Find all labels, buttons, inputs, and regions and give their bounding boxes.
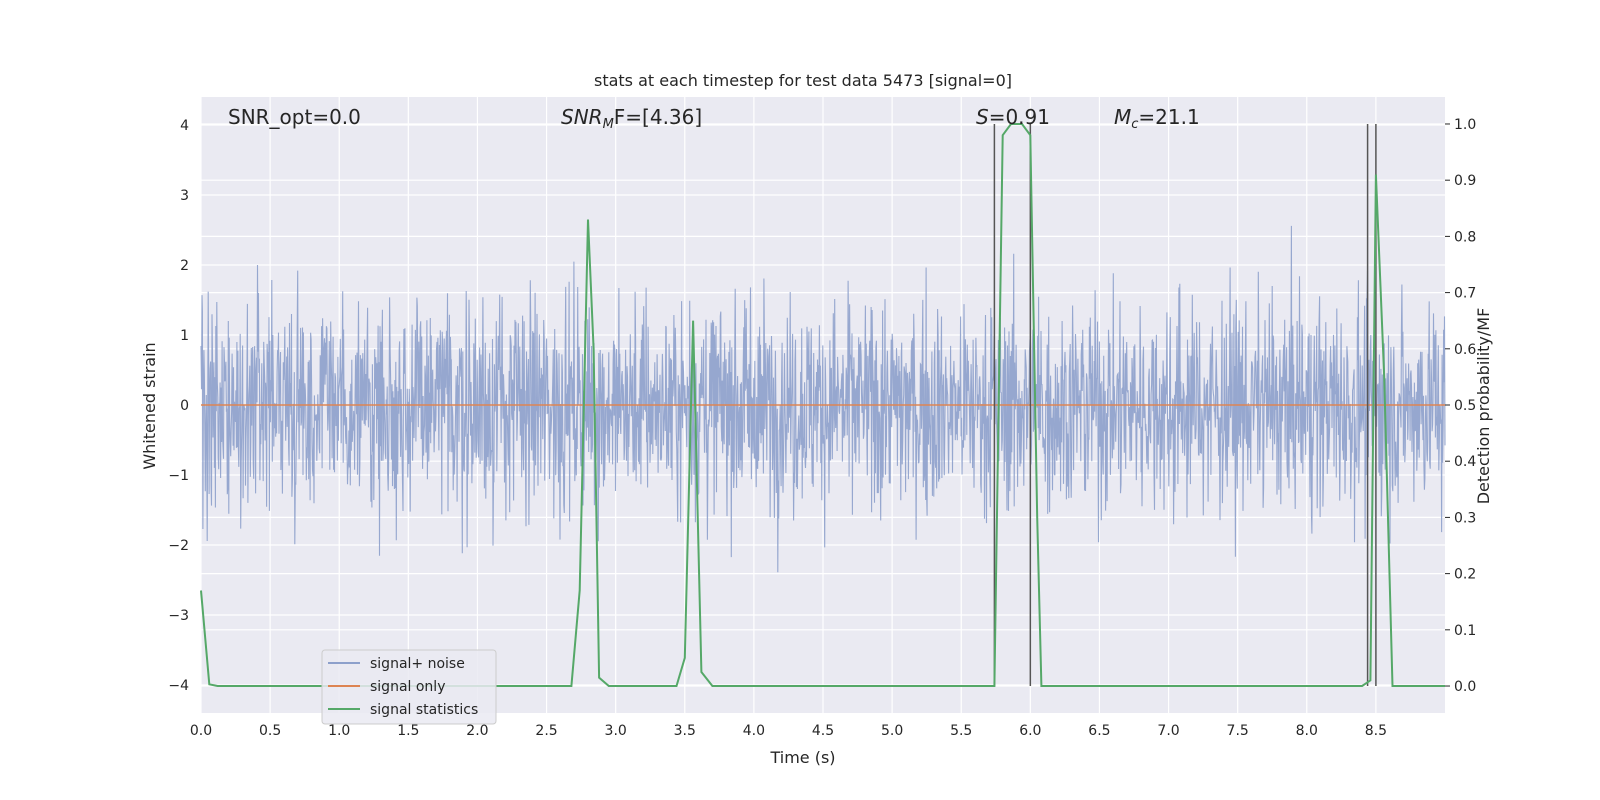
y-tick-label-left: −2 <box>168 538 189 554</box>
annotation-s-stat: S=0.91 <box>976 105 1050 129</box>
y-tick-label-left: 3 <box>180 188 189 204</box>
annotation-snr-mf-base: SNR <box>561 105 603 129</box>
legend-label-signal-statistics: signal statistics <box>370 702 478 718</box>
y-axis-label-left: Whitened strain <box>140 342 159 469</box>
x-axis-ticks: 0.0 0.5 1.0 1.5 2.0 2.5 3.0 3.5 4.0 4.5 5.0 5.5 6.0 6… <box>190 723 1387 739</box>
legend-box <box>321 649 497 725</box>
x-tick-label: 3.0 <box>605 723 627 739</box>
x-tick-label: 4.0 <box>743 723 765 739</box>
y-axis-ticks-left: 4 3 2 1 0 −1 −2 −3 −4 <box>168 118 189 694</box>
y-tick-label-right: 0.7 <box>1454 286 1476 302</box>
y-tick-label-right: 0.4 <box>1454 454 1476 470</box>
x-tick-label: 7.5 <box>1227 723 1249 739</box>
y-tick-label-left: −3 <box>168 608 189 624</box>
y-tick-label-left: 0 <box>180 398 189 414</box>
x-tick-label: 2.0 <box>466 723 488 739</box>
x-tick-label: 8.5 <box>1365 723 1387 739</box>
y-tick-label-right: 0.9 <box>1454 173 1476 189</box>
series-signal-statistics-line <box>200 123 1445 687</box>
y-tick-label-right: 0.5 <box>1454 398 1476 414</box>
x-tick-label: 4.5 <box>812 723 834 739</box>
y-tick-label-right: 1.0 <box>1454 117 1476 133</box>
annotation-mc-sub: c <box>1131 117 1138 132</box>
y-tick-label-right: 0.1 <box>1454 623 1476 639</box>
x-tick-label: 6.0 <box>1019 723 1041 739</box>
x-tick-label: 2.5 <box>535 723 557 739</box>
y-axis-ticks-right: 1.0 0.9 0.8 0.7 0.6 0.5 0.4 0.3 0.2 0.1 0.0 <box>1445 117 1476 695</box>
y-tick-label-right: 0.8 <box>1454 229 1476 245</box>
annotation-s-stat-rest: =0.91 <box>989 105 1050 129</box>
y-tick-label-right: 0.3 <box>1454 510 1476 526</box>
x-tick-label: 5.5 <box>950 723 972 739</box>
legend: signal+ noise signal only signal statist… <box>321 649 497 725</box>
annotation-snr-mf: SNRMF=[4.36] <box>561 105 702 132</box>
x-tick-label: 0.5 <box>259 723 281 739</box>
y-tick-label-left: 1 <box>180 328 189 344</box>
x-tick-label: 8.0 <box>1296 723 1318 739</box>
x-tick-label: 0.0 <box>190 723 212 739</box>
x-tick-label: 5.0 <box>881 723 903 739</box>
y-axis-label-right: Detection probability/MF <box>1474 308 1493 505</box>
x-axis-label: Time (s) <box>769 748 835 767</box>
annotation-snr-opt: SNR_opt=0.0 <box>228 105 361 129</box>
x-tick-label: 6.5 <box>1088 723 1110 739</box>
annotation-mc-base: M <box>1114 105 1131 129</box>
annotation-mc-rest: =21.1 <box>1138 105 1199 129</box>
y-tick-label-right: 0.2 <box>1454 567 1476 583</box>
y-tick-label-right: 0.6 <box>1454 342 1476 358</box>
vertical-marker-lines <box>993 123 1377 687</box>
annotation-chirp-mass: Mc=21.1 <box>1114 105 1200 132</box>
y-tick-label-left: −1 <box>168 468 189 484</box>
x-tick-label: 1.5 <box>397 723 419 739</box>
x-tick-label: 7.0 <box>1157 723 1179 739</box>
y-tick-label-left: 4 <box>180 118 189 134</box>
legend-label-signal-only: signal only <box>370 679 445 695</box>
y-tick-label-left: −4 <box>168 678 189 694</box>
x-tick-label: 3.5 <box>674 723 696 739</box>
annotation-snr-mf-tail: F=[4.36] <box>614 105 702 129</box>
legend-label-signal-noise: signal+ noise <box>370 656 465 672</box>
series-signal-noise <box>200 225 1446 573</box>
y-tick-label-left: 2 <box>180 258 189 274</box>
x-tick-label: 1.0 <box>328 723 350 739</box>
noise-trace <box>200 225 1446 573</box>
annotation-s-stat-italic: S <box>976 105 989 129</box>
annotation-snr-mf-sub: M <box>603 117 614 132</box>
chart-title: stats at each timestep for test data 547… <box>594 71 1012 90</box>
y-tick-label-right: 0.0 <box>1454 679 1476 695</box>
